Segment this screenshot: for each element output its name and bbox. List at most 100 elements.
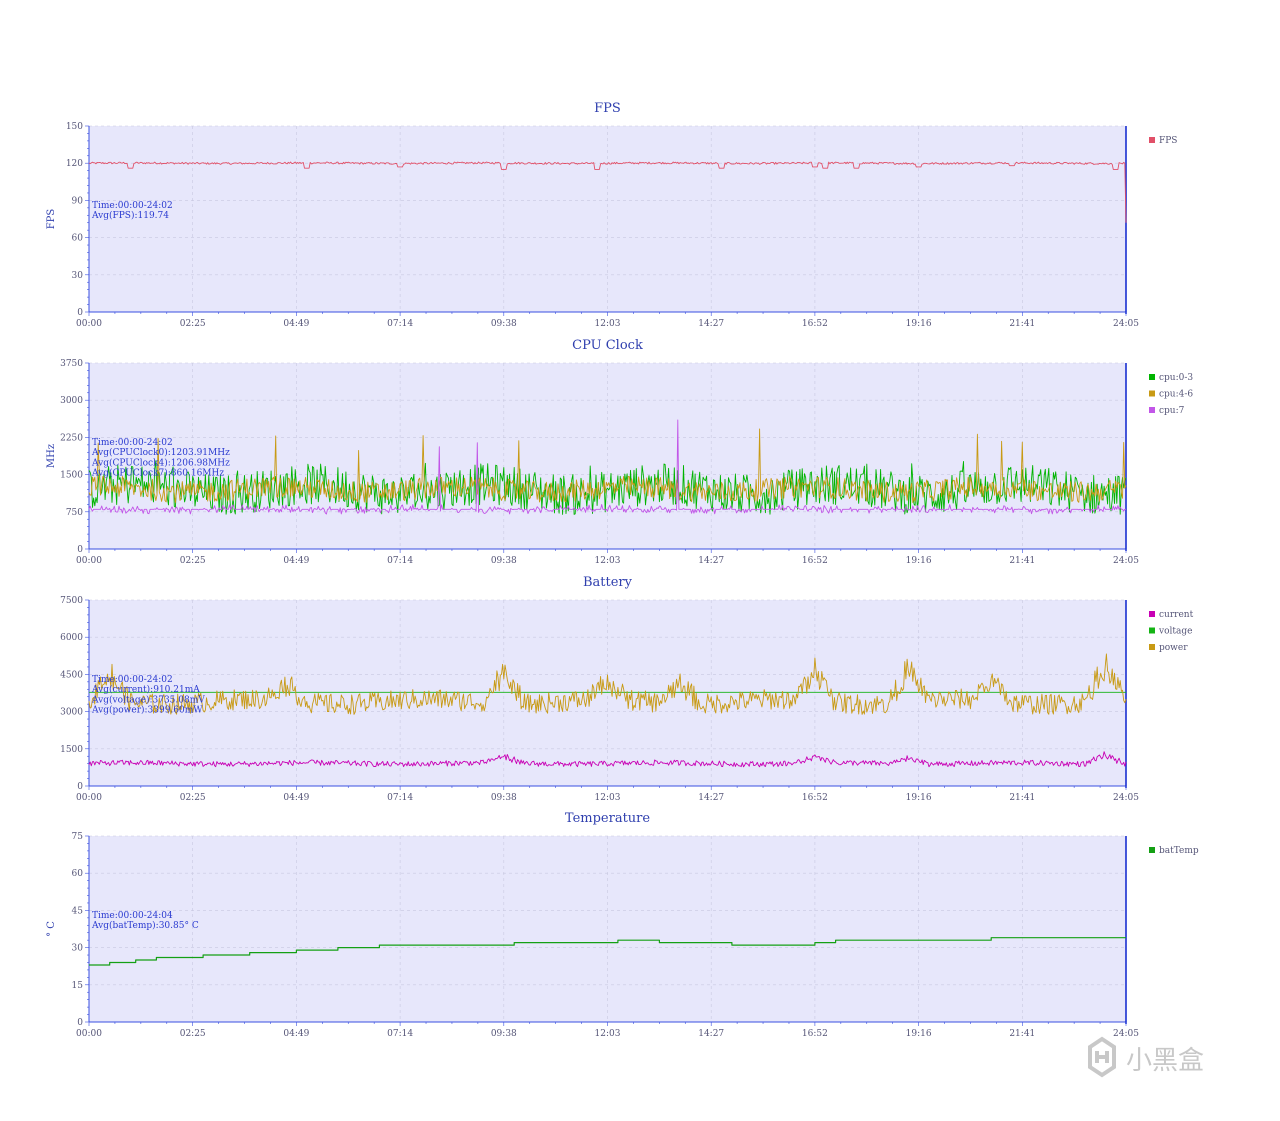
x-tick-label: 02:25 (180, 556, 206, 566)
x-tick-label: 21:41 (1009, 556, 1035, 566)
x-tick-label: 24:05 (1113, 793, 1139, 803)
legend-label: current (1159, 610, 1194, 620)
y-tick-label: 4500 (60, 670, 83, 680)
x-tick-label: 07:14 (387, 319, 413, 329)
legend-swatch (1149, 407, 1155, 413)
x-tick-label: 12:03 (595, 793, 621, 803)
y-tick-label: 3000 (60, 708, 83, 718)
stats-annotation: Time:00:00-24:02 (92, 201, 173, 211)
stats-annotation: Time:00:00-24:02 (92, 438, 173, 448)
x-tick-label: 00:00 (76, 1029, 102, 1039)
y-tick-label: 2250 (60, 433, 83, 443)
y-tick-label: 0 (77, 782, 83, 792)
x-tick-label: 16:52 (802, 793, 828, 803)
watermark-logo-icon (1088, 1036, 1116, 1078)
x-tick-label: 24:05 (1113, 556, 1139, 566)
x-tick-label: 04:49 (283, 793, 309, 803)
stats-annotation: Time:00:00-24:04 (92, 911, 173, 921)
y-tick-label: 7500 (60, 596, 83, 606)
x-tick-label: 14:27 (698, 556, 724, 566)
series-line-batTemp (89, 937, 1126, 966)
y-tick-label: 3000 (60, 396, 83, 406)
y-axis-label: ° C (46, 921, 57, 937)
x-tick-label: 12:03 (595, 556, 621, 566)
x-tick-label: 07:14 (387, 1029, 413, 1039)
x-tick-label: 21:41 (1009, 319, 1035, 329)
stats-annotation: Avg(current):910.21mA (91, 684, 200, 695)
x-tick-label: 21:41 (1009, 793, 1035, 803)
x-tick-label: 07:14 (387, 793, 413, 803)
y-tick-label: 60 (72, 234, 84, 244)
y-tick-label: 1500 (60, 745, 83, 755)
chart-title: Temperature (565, 811, 650, 826)
y-tick-label: 120 (66, 159, 83, 169)
x-tick-label: 24:05 (1113, 1029, 1139, 1039)
legend-swatch (1149, 390, 1155, 397)
series-line-FPS (88, 161, 1127, 223)
y-tick-label: 6000 (60, 633, 83, 643)
chart-title: Battery (583, 575, 633, 590)
legend-label: power (1159, 643, 1188, 653)
y-tick-label: 45 (72, 906, 84, 916)
xiaoheihe-watermark: 小黑盒 (1088, 1036, 1204, 1078)
stats-annotation: Avg(CPUClock7):860.16MHz (91, 468, 224, 479)
x-tick-label: 19:16 (906, 556, 932, 566)
x-tick-label: 14:27 (698, 793, 724, 803)
x-tick-label: 04:49 (283, 319, 309, 329)
x-tick-label: 04:49 (283, 1029, 309, 1039)
x-tick-label: 04:49 (283, 556, 309, 566)
stats-annotation: Avg(FPS):119.74 (91, 210, 169, 221)
legend-label: cpu:0-3 (1159, 373, 1193, 383)
y-tick-label: 1500 (60, 471, 83, 481)
x-tick-label: 21:41 (1009, 1029, 1035, 1039)
series-line-current (88, 751, 1127, 768)
x-tick-label: 09:38 (491, 793, 517, 803)
legend-swatch (1149, 644, 1155, 650)
x-tick-label: 14:27 (698, 1029, 724, 1039)
legend-swatch (1149, 847, 1155, 853)
y-tick-label: 90 (72, 196, 84, 206)
x-tick-label: 09:38 (491, 556, 517, 566)
legend-swatch (1149, 627, 1155, 634)
x-tick-label: 02:25 (180, 1029, 206, 1039)
x-tick-label: 19:16 (906, 1029, 932, 1039)
legend-label: batTemp (1159, 846, 1199, 856)
y-tick-label: 0 (77, 1018, 83, 1028)
legend-swatch (1149, 137, 1155, 143)
x-tick-label: 16:52 (802, 556, 828, 566)
x-tick-label: 19:16 (906, 319, 932, 329)
x-tick-label: 12:03 (595, 319, 621, 329)
y-tick-label: 750 (66, 508, 83, 518)
stats-annotation: Avg(power):3399.60mW (91, 705, 203, 716)
legend-label: cpu:7 (1159, 406, 1185, 416)
x-tick-label: 14:27 (698, 319, 724, 329)
y-tick-label: 0 (77, 545, 83, 555)
stats-annotation: Time:00:00-24:02 (92, 675, 173, 685)
series-line-cpu-0-3 (88, 460, 1127, 515)
stats-annotation: Avg(CPUClock0):1203.91MHz (91, 447, 230, 458)
x-tick-label: 00:00 (76, 793, 102, 803)
legend-swatch (1149, 611, 1155, 617)
stats-annotation: Avg(voltage):3735.08mV (91, 694, 205, 705)
y-tick-label: 75 (72, 832, 84, 842)
y-tick-label: 150 (66, 122, 83, 132)
x-tick-label: 07:14 (387, 556, 413, 566)
legend-label: voltage (1158, 627, 1192, 637)
x-tick-label: 16:52 (802, 1029, 828, 1039)
series-line-cpu-4-6 (88, 428, 1127, 503)
y-axis-label: MHz (46, 444, 57, 468)
x-tick-label: 02:25 (180, 793, 206, 803)
x-tick-label: 19:16 (906, 793, 932, 803)
x-tick-label: 00:00 (76, 556, 102, 566)
x-tick-label: 12:03 (595, 1029, 621, 1039)
chart-title: CPU Clock (572, 338, 643, 353)
x-tick-label: 24:05 (1113, 319, 1139, 329)
y-tick-label: 15 (72, 981, 84, 991)
x-tick-label: 16:52 (802, 319, 828, 329)
legend-label: FPS (1159, 136, 1177, 146)
legend-label: cpu:4-6 (1159, 390, 1193, 400)
y-axis-label: FPS (46, 209, 57, 230)
x-tick-label: 09:38 (491, 319, 517, 329)
y-tick-label: 60 (72, 869, 84, 879)
